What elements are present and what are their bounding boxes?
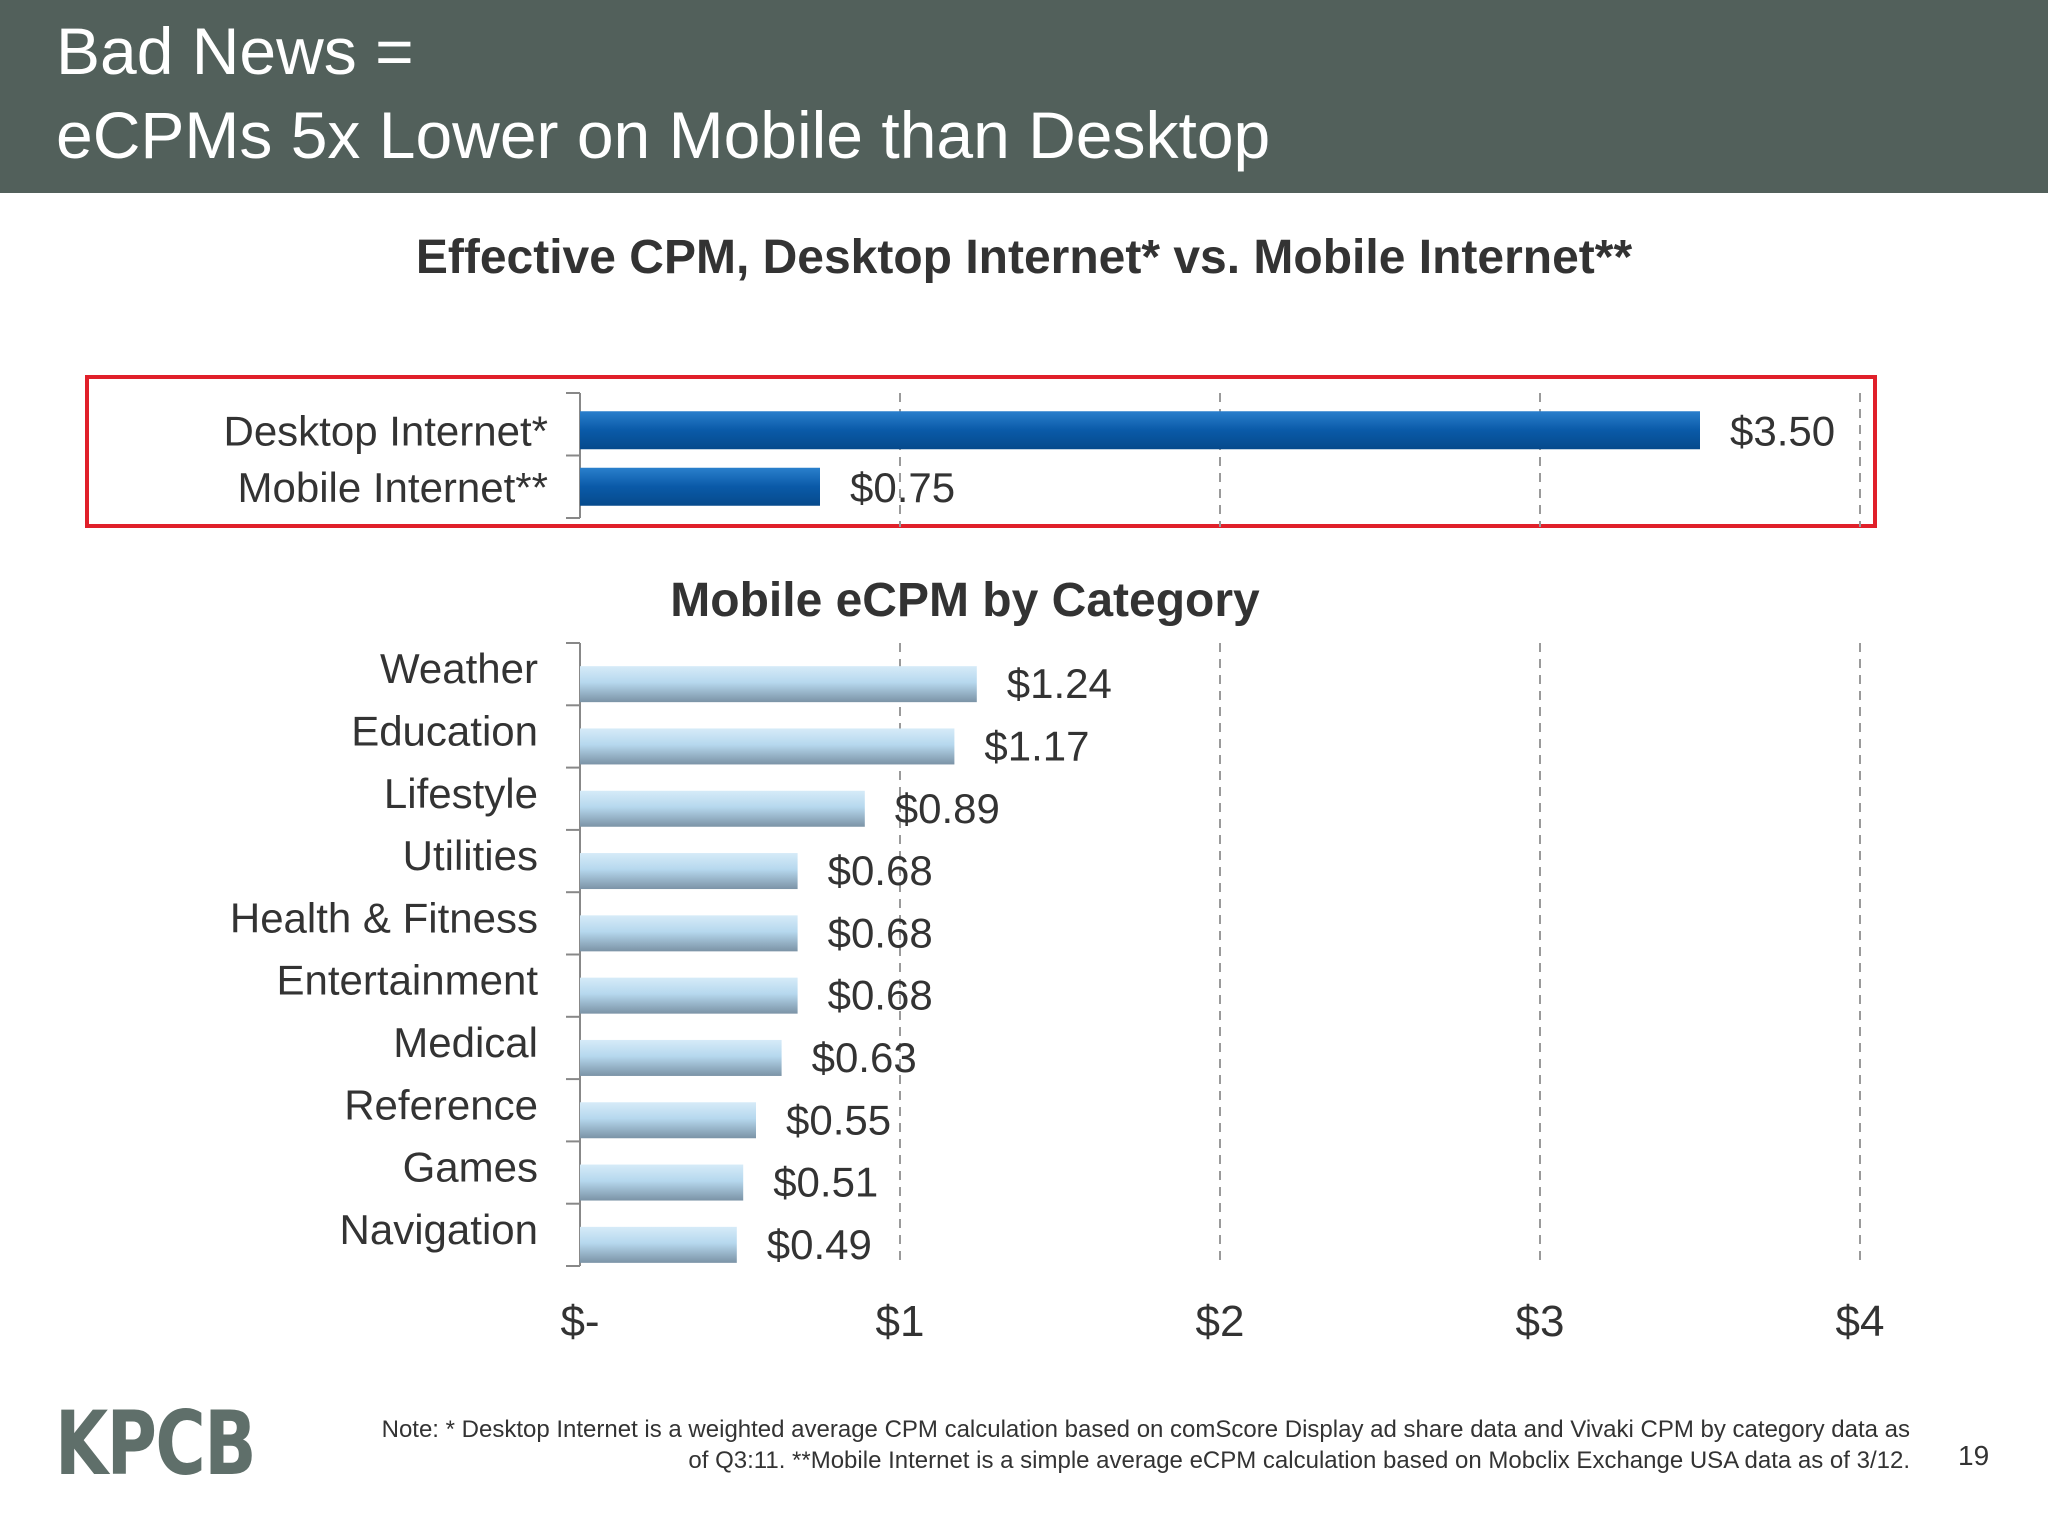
value-label-6: $0.63 [812,1034,917,1081]
value-label-5: $0.68 [828,972,933,1019]
bar-category-5 [580,977,798,1014]
chart-title-desktop-vs-mobile: Effective CPM, Desktop Internet* vs. Mob… [415,231,1633,284]
value-label-top-1: $0.75 [850,464,955,511]
slide-title-line2: eCPMs 5x Lower on Mobile than Desktop [56,98,1271,172]
value-label-3: $0.68 [828,847,933,894]
bar-category-4 [580,915,798,952]
category-label-0: Weather [380,645,538,692]
category-label-7: Reference [344,1081,538,1128]
value-label-8: $0.51 [773,1159,878,1206]
bar-top-0 [580,411,1700,450]
value-label-1: $1.17 [984,722,1089,769]
category-label-top-1: Mobile Internet** [237,464,548,511]
kpcb-logo: KPCB [55,1392,257,1495]
value-label-0: $1.24 [1007,660,1112,707]
title-banner: Bad News = eCPMs 5x Lower on Mobile than… [0,0,2048,193]
highlight-box [85,375,1877,528]
category-label-1: Education [351,707,538,754]
category-label-4: Health & Fitness [230,894,538,941]
footnote-line1: Note: * Desktop Internet is a weighted a… [381,1416,1910,1443]
category-label-3: Utilities [403,832,538,879]
bar-category-3 [580,853,798,890]
category-label-9: Navigation [340,1206,538,1253]
x-tick-label-3: $3 [1516,1297,1565,1346]
footnote-line2: of Q3:11. **Mobile Internet is a simple … [688,1447,1910,1474]
bar-category-7 [580,1102,756,1139]
value-label-top-0: $3.50 [1730,407,1835,454]
value-label-4: $0.68 [828,909,933,956]
value-label-9: $0.49 [767,1221,872,1268]
x-tick-label-4: $4 [1836,1297,1885,1346]
footnote: Note: * Desktop Internet is a weighted a… [270,1414,1910,1476]
slide-title-line1: Bad News = [56,14,414,88]
category-label-6: Medical [393,1019,538,1066]
x-tick-label-2: $2 [1196,1297,1245,1346]
category-label-2: Lifestyle [384,770,538,817]
x-tick-label-0: $- [560,1297,599,1346]
bar-category-1 [580,728,955,765]
bar-category-6 [580,1039,782,1076]
bar-category-2 [580,790,865,827]
bar-category-0 [580,666,977,703]
category-label-5: Entertainment [277,957,539,1004]
chart-title-mobile-category: Mobile eCPM by Category [670,574,1260,627]
bar-category-8 [580,1164,744,1201]
category-label-8: Games [403,1144,538,1191]
category-label-top-0: Desktop Internet* [223,407,548,454]
page-number: 19 [1958,1440,1990,1471]
value-label-7: $0.55 [786,1096,891,1143]
value-label-2: $0.89 [895,785,1000,832]
x-tick-label-1: $1 [876,1297,925,1346]
bar-top-1 [580,467,820,506]
bar-category-9 [580,1226,737,1263]
